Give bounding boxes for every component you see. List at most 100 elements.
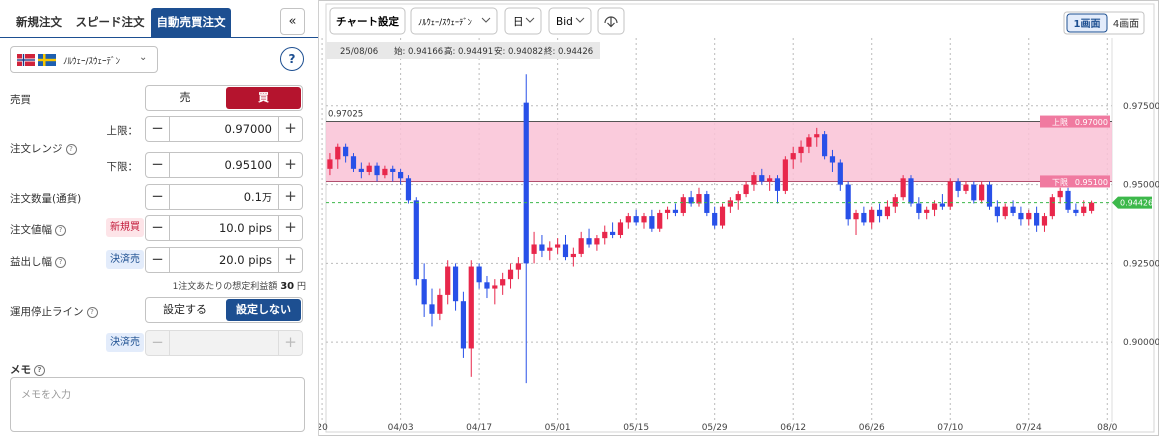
current-price-label: 0.94426 — [1120, 199, 1153, 208]
stop-badge: 決済売 — [106, 333, 144, 352]
x-tick-label: 05/01 — [545, 423, 571, 433]
minus[interactable]: − — [146, 117, 170, 141]
one-screen-button[interactable] — [1066, 13, 1108, 33]
help-icon[interactable]: ? — [65, 143, 77, 155]
value[interactable]: 0.97000 — [224, 122, 272, 136]
value[interactable]: 0.1万 — [244, 185, 272, 211]
candle-body — [484, 282, 490, 289]
candle-body — [900, 178, 906, 198]
candle-body — [570, 253, 576, 258]
pair-name: ﾉﾙｳｪｰ/ｽｳｪｰﾃﾞﾝ — [63, 57, 121, 67]
lower-label: 下限： — [106, 161, 139, 173]
sell-button[interactable]: 売 — [179, 91, 191, 104]
candle-body — [476, 266, 482, 283]
price-dropdown[interactable] — [548, 7, 592, 35]
candle-body — [986, 184, 993, 207]
candle-body — [931, 203, 938, 210]
minus: − — [146, 331, 170, 355]
candle-body — [759, 175, 765, 182]
minus[interactable]: − — [146, 185, 170, 209]
candle-body — [798, 146, 804, 154]
candle-body — [876, 209, 883, 217]
qty-unit: 万 — [262, 193, 272, 204]
x-tick-label: 05/15 — [623, 423, 649, 433]
help-icon[interactable]: ? — [55, 256, 66, 268]
four-screen-text: 4画面 — [1113, 19, 1139, 30]
candle-body — [861, 212, 867, 223]
period-dropdown[interactable] — [504, 7, 542, 35]
settings-button[interactable] — [329, 7, 406, 35]
candle-body — [657, 212, 663, 229]
candle-body — [892, 197, 898, 207]
qty-label: 注文数量(通貨) — [10, 193, 82, 205]
plus[interactable]: + — [278, 248, 302, 272]
candle-body — [1026, 212, 1032, 220]
candle-body — [1018, 212, 1024, 220]
help-icon[interactable]: ? — [34, 364, 45, 376]
candle-body — [979, 184, 985, 201]
candle-body — [869, 209, 875, 223]
candle-body — [1041, 216, 1048, 226]
plus[interactable]: + — [278, 153, 302, 177]
help-icon[interactable]: ? — [55, 224, 66, 236]
upper-label: 上限： — [106, 125, 139, 137]
candle-body — [822, 134, 828, 157]
note-value: 30 — [280, 281, 295, 292]
candle-body — [743, 184, 749, 195]
tab-active[interactable]: 自動売買注文 — [151, 8, 231, 37]
candle-body — [492, 285, 498, 289]
tab[interactable]: スピード注文 — [75, 15, 145, 29]
value[interactable]: 0.95100 — [224, 158, 272, 172]
annotation: 0.97025 — [328, 110, 363, 120]
info-label: 高: — [444, 46, 455, 57]
candle-body — [939, 203, 945, 207]
pair-dropdown[interactable] — [410, 7, 498, 35]
candle-body — [445, 266, 451, 295]
band-label-box — [1040, 115, 1110, 128]
profit-badge: 決済売 — [106, 250, 144, 269]
memo-label: メモ? — [10, 362, 45, 377]
band-value: 0.97000 — [1075, 118, 1108, 127]
info-bar — [326, 42, 600, 59]
plus[interactable]: + — [278, 117, 302, 141]
candle-body — [1081, 206, 1087, 213]
memo-input[interactable]: メモを入力 — [10, 377, 305, 432]
candle-body — [594, 238, 600, 245]
pair-select[interactable]: ﾉﾙｳｪｰ/ｽｳｪｰﾃﾞﾝ ⌄ — [10, 46, 158, 73]
info-value: 0.94491 — [458, 47, 493, 57]
lower-stepper: − 0.95100 + — [145, 152, 303, 178]
label: 運用停止ライン — [10, 306, 84, 318]
candle-body — [374, 165, 380, 176]
candle-body — [437, 294, 443, 314]
upper-stepper: − 0.97000 + — [145, 116, 303, 142]
candle-body — [1057, 190, 1063, 198]
y-tick-label: 0.90000 — [1123, 338, 1159, 348]
help-icon[interactable]: ? — [86, 306, 98, 318]
current-price-tag — [1112, 196, 1152, 209]
minus[interactable]: − — [146, 248, 170, 272]
stop-off-button[interactable]: 設定しない — [226, 299, 301, 321]
tab[interactable]: 新規注文 — [16, 15, 62, 29]
settings-text: チャート設定 — [336, 15, 399, 28]
stop-on-button[interactable]: 設定する — [163, 303, 207, 316]
plus[interactable]: + — [278, 216, 302, 240]
chevron — [575, 17, 585, 23]
candle-body — [366, 165, 372, 172]
info-value: 0.94426 — [558, 47, 593, 57]
candle-body — [688, 197, 694, 204]
value[interactable]: 20.0 pips — [218, 253, 272, 267]
buy-button[interactable]: 買 — [226, 87, 301, 109]
candle-body — [421, 279, 427, 305]
candle-body — [845, 184, 851, 220]
candle-body — [617, 222, 624, 236]
plus[interactable]: + — [278, 185, 302, 209]
width-stepper: − 10.0 pips + — [145, 215, 303, 241]
candle-body — [343, 146, 349, 157]
value[interactable]: 10.0 pips — [218, 221, 272, 235]
collapse-button[interactable]: « — [280, 8, 305, 35]
help-button[interactable]: ? — [280, 47, 304, 71]
minus[interactable]: − — [146, 216, 170, 240]
minus[interactable]: − — [146, 153, 170, 177]
candle-body — [790, 153, 796, 160]
candle-body — [562, 244, 569, 258]
